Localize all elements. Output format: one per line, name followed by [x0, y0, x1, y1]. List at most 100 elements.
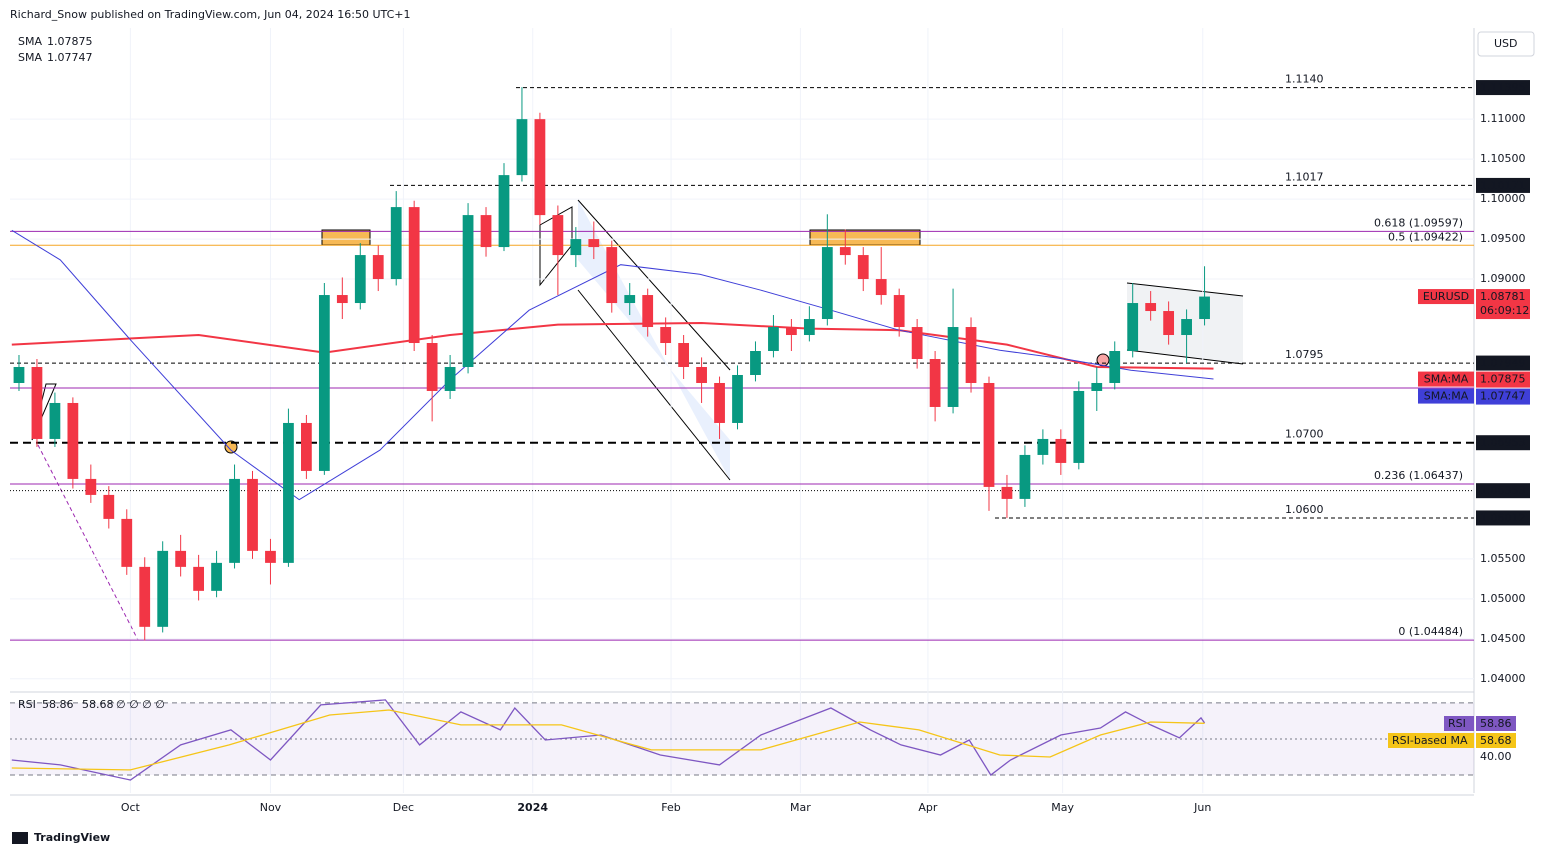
candle-body — [552, 215, 564, 256]
candle-body — [714, 382, 725, 423]
candle-body — [211, 562, 222, 591]
candle-body — [408, 207, 420, 344]
rsi-legend-value: 58.68 — [82, 698, 114, 711]
tag-value-bg — [1476, 388, 1530, 405]
candle-body — [1127, 303, 1139, 352]
rsi-line — [11, 699, 1206, 781]
candle-body — [516, 119, 528, 176]
tag-value: 1.06953 — [1480, 436, 1526, 449]
rsi-legend-name: RSI — [18, 698, 36, 711]
candle-body — [983, 382, 995, 487]
candle-body — [588, 239, 600, 248]
marker — [1096, 353, 1110, 367]
price-tag: SMA:MA 1.07747 — [1418, 388, 1530, 405]
rsi-legend-value: 58.86 — [42, 698, 74, 711]
candle-body — [857, 255, 869, 280]
logo — [12, 832, 28, 844]
candle-body — [157, 550, 169, 627]
candle-body — [498, 175, 510, 248]
tag-value: 1.08781 — [1480, 290, 1526, 303]
rsi-tag-name: RSI-based MA — [1392, 734, 1468, 747]
candle-body — [839, 247, 851, 256]
candle-body — [1037, 438, 1049, 455]
y-tick-label: 1.11000 — [1480, 112, 1526, 125]
candle-body — [175, 550, 187, 567]
candle-body — [750, 351, 761, 375]
x-tick-label: Mar — [790, 801, 811, 814]
candle-body — [1055, 438, 1067, 463]
tag-value-bg — [1476, 435, 1530, 451]
fib-label: 0.5 (1.09422) — [1388, 230, 1463, 243]
y-tick-label: 1.09000 — [1480, 272, 1526, 285]
candle-body — [1073, 390, 1085, 463]
sma-line — [11, 229, 1214, 501]
currency-button[interactable] — [1477, 31, 1535, 57]
candle-body — [624, 295, 636, 304]
candle-body — [1109, 351, 1121, 383]
rsi-line — [11, 709, 1205, 771]
y-tick-label: 1.10500 — [1480, 152, 1526, 165]
price-tag: 1.06012 — [1476, 510, 1530, 526]
tag-value: 1.07949 — [1480, 357, 1526, 370]
candle-body — [1199, 296, 1210, 320]
rsi-tag-value-bg — [1476, 733, 1516, 748]
price-tag: 1.07949 — [1476, 355, 1530, 371]
x-tick-label: Jun — [1193, 801, 1211, 814]
y-tick-label: 1.04000 — [1480, 672, 1526, 685]
price-tag: SMA:MA 1.07875 — [1418, 371, 1530, 388]
candle-body — [1145, 303, 1157, 312]
candle-body — [1091, 382, 1103, 391]
tag-value-bg — [1476, 80, 1530, 96]
candle-body — [732, 374, 743, 423]
tag-value: 1.07875 — [1480, 373, 1526, 386]
x-tick-label: May — [1051, 801, 1074, 814]
candle-body — [821, 247, 833, 320]
candle-body — [1001, 486, 1013, 499]
candle-body — [678, 343, 690, 367]
x-tick-label: Apr — [918, 801, 938, 814]
y-tick-label: 1.05500 — [1480, 552, 1526, 565]
candle-body — [354, 255, 366, 304]
tag-bg — [1418, 388, 1474, 404]
candle-body — [768, 327, 779, 352]
candle-body — [696, 366, 707, 383]
rsi-tag-bg — [1444, 716, 1474, 731]
rsi-tag-value-bg — [1476, 716, 1516, 731]
legend-name: SMA — [18, 35, 42, 48]
legend-value: 1.07747 — [47, 51, 93, 64]
tag-countdown: 06:09:12 — [1480, 304, 1529, 317]
level-label: 1.0795 — [1285, 348, 1324, 361]
candle-body — [570, 239, 582, 256]
candle-body — [301, 422, 312, 471]
tag-value-bg — [1476, 510, 1530, 526]
candle-body — [372, 255, 384, 280]
rsi-tag-value: 58.68 — [1480, 734, 1512, 747]
price-tag: 1.06353 — [1476, 483, 1530, 499]
x-tick-label: Dec — [393, 801, 414, 814]
tag-name: EURUSD — [1423, 290, 1469, 303]
rsi-tag-value: 58.86 — [1480, 717, 1512, 730]
price-tag: 1.10171 — [1476, 177, 1530, 193]
candle-body — [965, 327, 977, 383]
candle-body — [103, 494, 115, 519]
candle-body — [1019, 454, 1031, 499]
candle-body — [31, 366, 43, 439]
candle-body — [947, 327, 959, 407]
candle-body — [265, 550, 276, 563]
candle-body — [49, 402, 61, 439]
fib-trend — [37, 444, 139, 641]
candle-body — [803, 319, 815, 336]
tag-value-bg — [1476, 355, 1530, 371]
fib-label: 0.236 (1.06437) — [1374, 469, 1463, 482]
level-label: 1.0700 — [1285, 428, 1324, 441]
y-tick-label: 1.10000 — [1480, 192, 1526, 205]
tag-value-bg — [1476, 483, 1530, 499]
candle-body — [660, 327, 672, 344]
tag-value: 1.11395 — [1480, 81, 1526, 94]
legend-name: SMA — [18, 51, 42, 64]
currency: USD — [1494, 37, 1518, 50]
y-tick-label: 1.09500 — [1480, 232, 1526, 245]
price-tag: 1.11395 — [1476, 80, 1530, 96]
level-label: 1.0600 — [1285, 503, 1324, 516]
